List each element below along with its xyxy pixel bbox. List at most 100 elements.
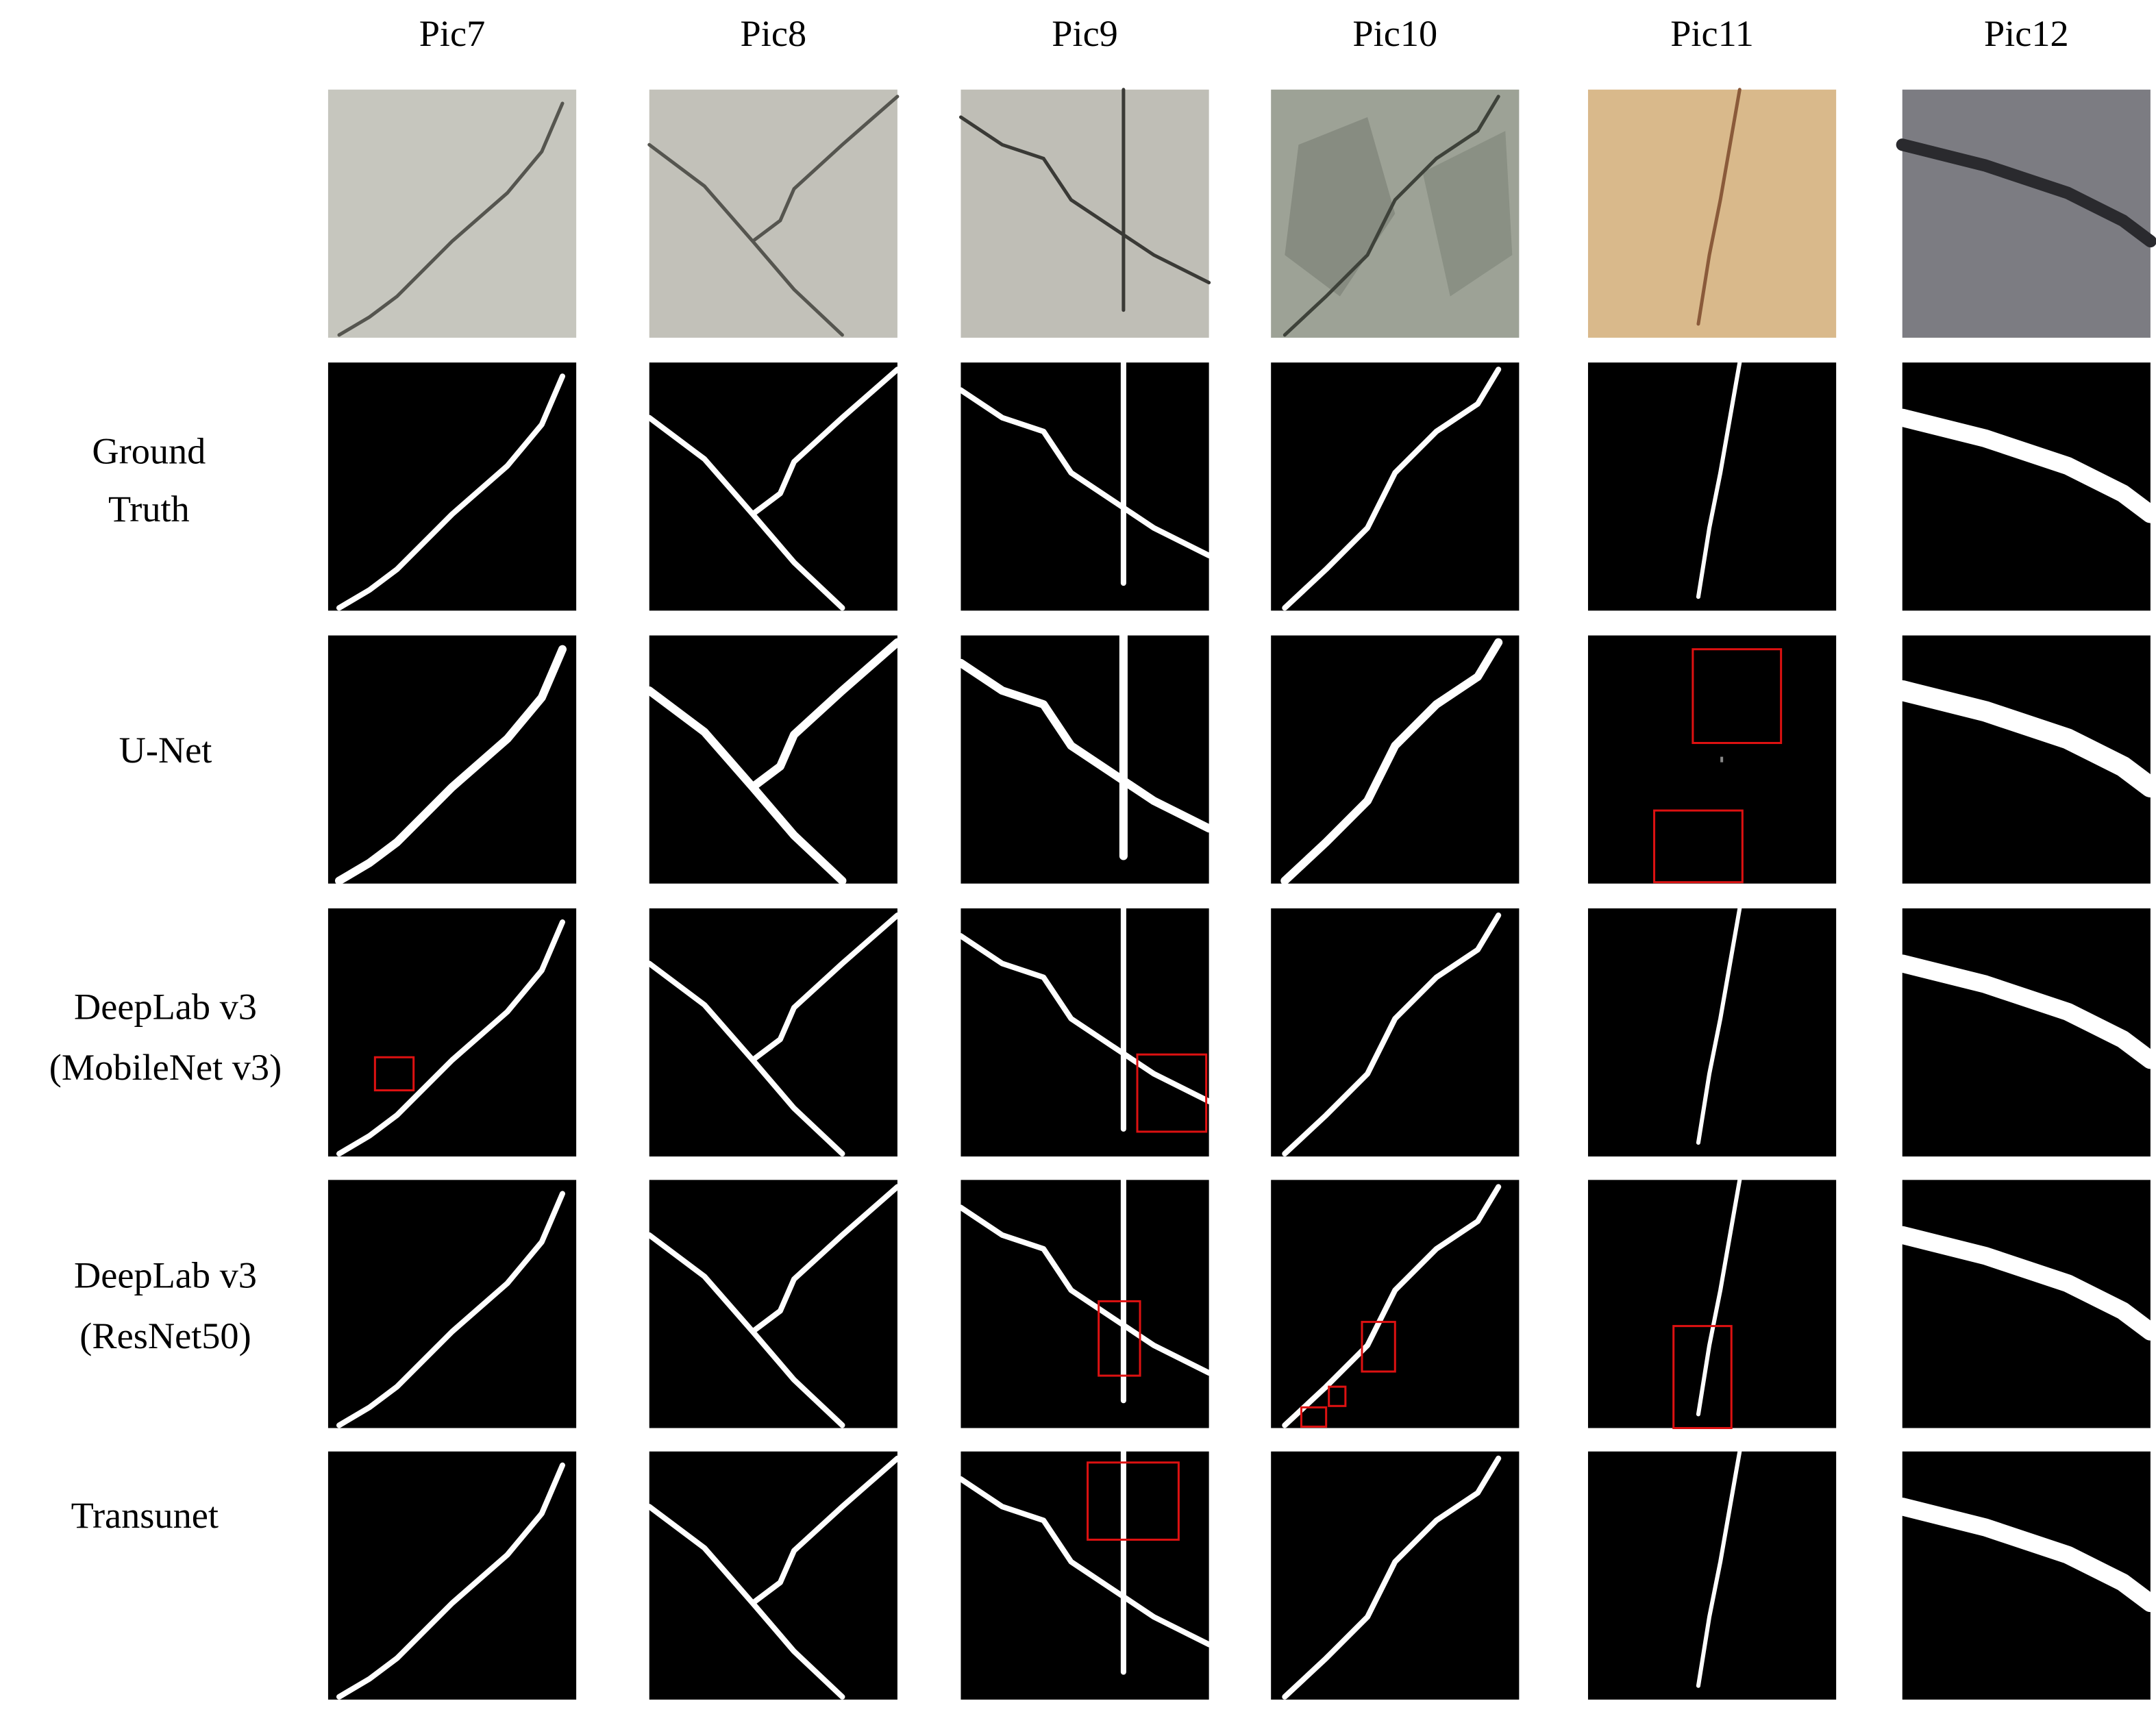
mask (1893, 362, 2156, 611)
photo-bg (961, 89, 1209, 338)
mask-bg (1587, 908, 1837, 1157)
mask (327, 908, 577, 1157)
column-header: Pic7 (419, 13, 486, 54)
crack-mask (1893, 954, 2156, 1069)
mask-bg (1587, 362, 1837, 611)
photo (1587, 88, 1837, 338)
mask (645, 635, 902, 885)
crack (337, 101, 565, 337)
crack-mask (646, 367, 900, 611)
crack-mask (645, 638, 902, 885)
mask (646, 1451, 900, 1700)
mask-bg (327, 908, 577, 1157)
highlight-box (1692, 648, 1783, 745)
column-header: Pic12 (1984, 13, 2069, 54)
mask (1587, 360, 1837, 611)
crack-mask (1696, 906, 1742, 1145)
crack-mask (1280, 638, 1503, 885)
mask-bg (961, 1451, 1209, 1700)
crack-mask (958, 360, 1212, 586)
crack-mask (334, 645, 567, 885)
mask (646, 908, 900, 1157)
crack-mask (1893, 408, 2156, 523)
mask-bg (327, 1451, 577, 1700)
crack-mask (1696, 1449, 1742, 1688)
crack (1696, 88, 1742, 326)
crack-mask (336, 373, 566, 611)
row-label: Transunet (71, 1495, 219, 1536)
mask-bg (327, 362, 577, 611)
column-header: Pic11 (1670, 13, 1754, 54)
mask (327, 1180, 577, 1428)
photo (1271, 89, 1520, 338)
mask-bg (1587, 1451, 1837, 1700)
mask (958, 905, 1212, 1157)
row-label: U-Net (119, 730, 212, 771)
crack-mask (958, 905, 1212, 1132)
mask-bg (1587, 635, 1837, 884)
mask (1892, 635, 2156, 884)
highlight-box (1136, 1053, 1208, 1133)
crack (647, 95, 900, 337)
crack-mask (336, 1462, 566, 1700)
crack-mask (1696, 1178, 1742, 1417)
crack-mask (646, 1184, 900, 1428)
stain (1422, 131, 1513, 297)
crack-mask (1282, 1455, 1502, 1700)
mask-bg (327, 635, 577, 884)
row-label: (MobileNet v3) (49, 1047, 282, 1088)
highlight-box (373, 1056, 415, 1092)
mask (646, 1180, 900, 1428)
column-header: Pic9 (1052, 13, 1118, 54)
crack-mask (1892, 680, 2156, 797)
highlight-box (1300, 1406, 1328, 1428)
column-header: Pic8 (741, 13, 807, 54)
mask (1587, 906, 1837, 1157)
crack (1283, 95, 1500, 337)
crack-mask (1282, 1184, 1502, 1428)
mask (958, 360, 1212, 611)
mask (327, 1451, 577, 1700)
speck (1720, 756, 1724, 762)
photo (647, 89, 900, 338)
mask (1893, 908, 2156, 1157)
mask-bg (327, 1180, 577, 1428)
mask-bg (961, 1180, 1209, 1428)
highlight-box (1098, 1300, 1141, 1377)
mask (956, 631, 1213, 884)
mask (1271, 635, 1520, 885)
highlight-box (1087, 1461, 1180, 1541)
crack (1896, 138, 2156, 248)
mask (1893, 1451, 2156, 1700)
row-label: DeepLab v3 (74, 986, 257, 1027)
photo (327, 89, 577, 338)
highlight-box (1653, 809, 1744, 884)
mask (1271, 1180, 1520, 1428)
crack (958, 88, 1211, 312)
mask (327, 635, 577, 885)
crack-mask (336, 1191, 566, 1428)
mask-bg (961, 362, 1209, 611)
crack-mask (1282, 367, 1502, 611)
highlight-box (1672, 1325, 1733, 1430)
photo-bg (327, 89, 577, 338)
highlight-box (1361, 1321, 1396, 1373)
row-label: Ground (92, 430, 206, 471)
row-label: Truth (108, 488, 190, 530)
mask (958, 1177, 1212, 1428)
crack-mask (1282, 912, 1502, 1157)
mask (1271, 908, 1520, 1157)
mask (1587, 1449, 1837, 1700)
highlight-box (1328, 1385, 1347, 1407)
crack-mask (646, 912, 900, 1157)
crack-mask (958, 1177, 1212, 1404)
mask-bg (1587, 1180, 1837, 1428)
crack-mask (646, 1455, 900, 1700)
crack-mask (958, 1448, 1212, 1675)
photo-bg (1587, 89, 1837, 338)
mask (958, 1448, 1212, 1700)
crack-mask (336, 919, 566, 1157)
mask (1271, 362, 1520, 611)
mask-bg (961, 908, 1209, 1157)
